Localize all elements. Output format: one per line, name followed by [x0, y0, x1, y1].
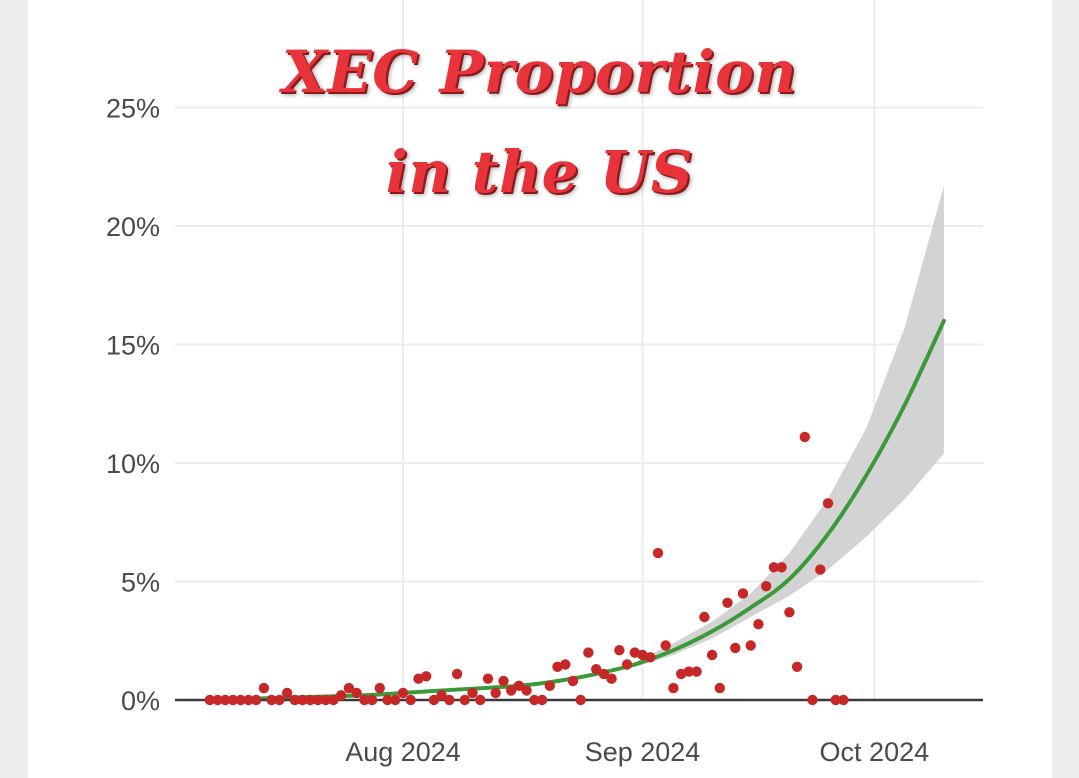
data-points	[204, 431, 849, 706]
data-point	[490, 687, 501, 699]
data-point	[467, 687, 478, 699]
data-point	[730, 642, 741, 654]
data-point	[351, 687, 362, 699]
y-tick-label: 20%	[106, 212, 160, 242]
data-point	[645, 652, 656, 663]
data-point	[482, 673, 494, 684]
data-point	[251, 694, 262, 706]
data-point	[498, 675, 509, 687]
data-point	[753, 619, 764, 630]
data-point	[591, 664, 602, 675]
data-point	[567, 675, 579, 687]
data-point	[212, 694, 223, 706]
data-point	[776, 562, 787, 573]
x-tick-label: Aug 2024	[345, 737, 461, 767]
data-point	[691, 666, 702, 677]
data-point	[560, 659, 571, 670]
data-point	[405, 694, 416, 706]
data-point	[235, 694, 246, 706]
data-point	[428, 694, 440, 706]
y-tick-label: 0%	[121, 686, 160, 716]
data-point	[822, 498, 834, 509]
data-point	[436, 690, 447, 701]
data-point	[815, 564, 826, 575]
data-point	[606, 673, 617, 684]
data-point	[714, 682, 725, 694]
chart-subtitle: in the US	[385, 138, 694, 206]
data-point	[444, 694, 455, 706]
data-point	[281, 687, 293, 699]
x-tick-label: Oct 2024	[820, 737, 930, 767]
data-point	[768, 562, 780, 573]
data-point	[243, 694, 254, 706]
data-point	[575, 694, 586, 706]
data-point	[652, 547, 664, 559]
data-point	[289, 694, 300, 706]
data-point	[784, 607, 795, 618]
data-point	[305, 694, 316, 706]
data-point	[838, 694, 849, 706]
data-point	[529, 694, 540, 706]
y-tick-label: 15%	[106, 331, 160, 361]
data-point	[359, 694, 370, 706]
data-point	[660, 640, 671, 651]
y-axis-ticks: 0% 5% 10% 15% 20% 25%	[106, 94, 160, 717]
data-point	[312, 694, 324, 706]
grid	[175, 0, 983, 700]
y-tick-label: 5%	[121, 568, 160, 598]
data-point	[374, 682, 385, 694]
data-point	[266, 694, 277, 706]
data-point	[258, 682, 270, 694]
data-point	[807, 694, 818, 706]
data-point	[706, 649, 718, 661]
data-point	[737, 588, 749, 599]
data-point	[544, 680, 555, 691]
data-point	[799, 431, 810, 443]
y-tick-label: 10%	[106, 449, 160, 479]
data-point	[274, 694, 285, 706]
chart-title: XEC Proportion	[282, 38, 797, 106]
data-point	[583, 647, 594, 658]
data-point	[343, 682, 355, 694]
data-point	[614, 645, 625, 656]
data-point	[382, 694, 393, 706]
data-point	[220, 694, 231, 706]
data-point	[204, 694, 215, 706]
data-point	[336, 690, 347, 701]
data-point	[390, 694, 401, 706]
data-point	[536, 694, 548, 706]
data-point	[830, 694, 841, 706]
x-tick-label: Sep 2024	[585, 737, 701, 767]
y-tick-label: 25%	[106, 94, 160, 124]
data-point	[637, 649, 648, 661]
data-point	[451, 668, 463, 680]
data-point	[459, 694, 470, 706]
data-point	[761, 581, 772, 592]
data-point	[320, 694, 331, 706]
data-point	[475, 694, 486, 706]
data-point	[598, 668, 610, 680]
data-point	[683, 666, 695, 677]
data-point	[521, 685, 532, 696]
x-axis-ticks: Aug 2024 Sep 2024 Oct 2024	[345, 737, 929, 767]
data-point	[397, 687, 409, 699]
data-point	[506, 685, 517, 696]
data-point	[513, 680, 525, 691]
data-point	[297, 694, 308, 706]
confidence-ribbon	[634, 185, 944, 667]
data-point	[227, 694, 239, 706]
data-point	[745, 640, 756, 651]
confidence-band	[634, 185, 944, 667]
data-point	[328, 694, 339, 706]
data-point	[421, 671, 432, 682]
data-point	[668, 682, 679, 694]
data-point	[791, 661, 803, 672]
data-point	[366, 694, 378, 706]
data-point	[722, 597, 733, 608]
data-point	[552, 661, 563, 672]
data-point	[621, 659, 633, 670]
data-point	[699, 611, 710, 623]
